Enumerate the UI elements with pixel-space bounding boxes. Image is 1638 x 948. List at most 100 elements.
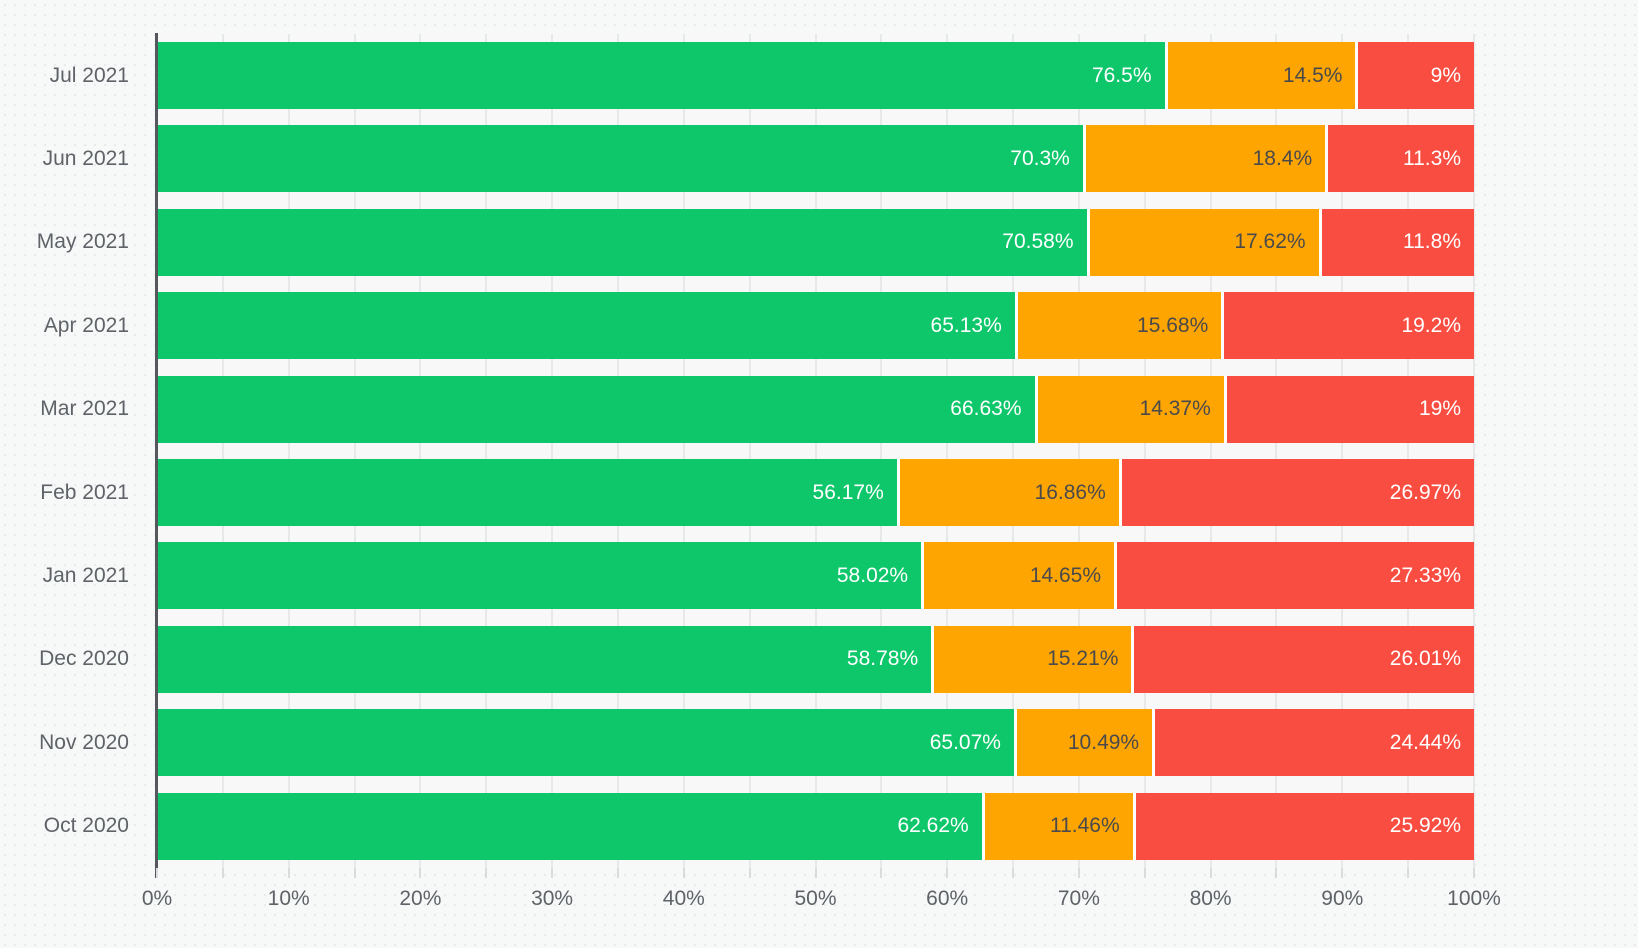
bar-segment-red[interactable]: 11.3%: [1325, 125, 1474, 193]
value-label: 17.62%: [1234, 230, 1306, 254]
x-axis-tick: [1275, 868, 1278, 878]
gridline: [1407, 34, 1410, 868]
gridline: [1209, 34, 1212, 868]
gridline: [287, 34, 290, 868]
value-label: 15.21%: [1047, 647, 1119, 671]
bar-segment-orange[interactable]: 16.86%: [896, 459, 1119, 526]
x-axis-tick-label: 50%: [794, 887, 837, 910]
y-axis-label: Jul 2021: [49, 63, 129, 87]
x-axis-tick: [1407, 868, 1410, 878]
bar-segment-red[interactable]: 19%: [1223, 375, 1474, 443]
bar-row: 62.62% 11.46% 25.92%: [157, 792, 1474, 860]
y-axis-label: Jun 2021: [42, 146, 129, 170]
value-label: 26.01%: [1389, 647, 1461, 671]
bar-segment-green[interactable]: 58.78%: [157, 625, 932, 693]
gridline: [353, 34, 356, 868]
x-axis-tick: [485, 868, 488, 878]
bar-segment-red[interactable]: 25.92%: [1132, 792, 1474, 860]
bar-segment-green[interactable]: 70.58%: [157, 208, 1087, 276]
gridline: [748, 34, 751, 868]
x-axis-tick: [814, 868, 817, 878]
x-axis-tick-label: 80%: [1189, 887, 1232, 910]
x-axis-tick: [682, 868, 685, 878]
x-axis-tick: [880, 868, 883, 878]
bar-row: 76.5% 14.5% 9%: [157, 42, 1474, 109]
bar-segment-red[interactable]: 26.01%: [1131, 625, 1474, 693]
bar-segment-red[interactable]: 27.33%: [1114, 542, 1474, 610]
gridline: [1012, 34, 1015, 868]
x-axis-tick: [1012, 868, 1015, 878]
y-axis-line: [155, 33, 158, 878]
bar-row: 70.58% 17.62% 11.8%: [157, 208, 1474, 276]
value-label: 56.17%: [812, 480, 884, 504]
value-label: 18.4%: [1252, 146, 1313, 170]
bar-segment-red[interactable]: 11.8%: [1318, 208, 1474, 276]
x-axis-tick: [616, 868, 619, 878]
bar-row: 58.02% 14.65% 27.33%: [157, 542, 1474, 610]
value-label: 58.02%: [836, 563, 909, 587]
y-axis-label: Feb 2021: [40, 480, 129, 504]
x-axis-tick-label: 40%: [662, 887, 705, 910]
bar-row: 65.13% 15.68% 19.2%: [157, 292, 1474, 360]
bar-segment-orange[interactable]: 15.21%: [931, 625, 1132, 693]
bar-segment-red[interactable]: 19.2%: [1221, 292, 1474, 360]
gridline: [616, 34, 619, 868]
bar-segment-green[interactable]: 76.5%: [157, 42, 1165, 109]
value-label: 24.44%: [1389, 730, 1461, 754]
x-axis-tick: [353, 868, 356, 878]
value-label: 19%: [1418, 397, 1461, 421]
y-axis-label: Mar 2021: [40, 397, 129, 421]
value-label: 65.13%: [930, 313, 1002, 337]
x-axis-tick: [156, 868, 158, 878]
gridline: [485, 34, 488, 868]
bar-segment-orange[interactable]: 14.5%: [1164, 42, 1356, 109]
value-label: 15.68%: [1137, 313, 1209, 337]
bar-segment-orange[interactable]: 14.37%: [1034, 375, 1224, 443]
gridline: [1473, 34, 1475, 868]
bar-segment-orange[interactable]: 17.62%: [1086, 208, 1319, 276]
bar-row: 58.78% 15.21% 26.01%: [157, 625, 1474, 693]
x-axis-tick-label: 100%: [1447, 887, 1501, 910]
bar-segment-orange[interactable]: 10.49%: [1013, 709, 1153, 777]
bar-segment-green[interactable]: 58.02%: [157, 542, 922, 610]
bar-segment-orange[interactable]: 11.46%: [981, 792, 1133, 860]
value-label: 16.86%: [1034, 480, 1106, 504]
x-axis-tick: [1143, 868, 1146, 878]
bar-segment-orange[interactable]: 18.4%: [1082, 125, 1326, 193]
gridline: [1077, 34, 1080, 868]
x-axis-tick: [551, 868, 554, 878]
value-label: 26.97%: [1389, 480, 1461, 504]
bar-segment-green[interactable]: 62.62%: [157, 792, 982, 860]
y-axis-label: Nov 2020: [39, 730, 129, 754]
bar-segment-orange[interactable]: 14.65%: [921, 542, 1115, 610]
gridline: [1143, 34, 1146, 868]
bar-segment-red[interactable]: 9%: [1355, 42, 1474, 109]
x-axis-tick: [1209, 868, 1212, 878]
value-label: 14.65%: [1029, 563, 1102, 587]
bar-segment-green[interactable]: 70.3%: [157, 125, 1083, 193]
value-label: 9%: [1430, 63, 1461, 87]
bar-segment-red[interactable]: 26.97%: [1118, 459, 1474, 526]
x-axis-tick: [748, 868, 751, 878]
bar-segment-orange[interactable]: 15.68%: [1014, 292, 1222, 360]
value-label: 27.33%: [1389, 563, 1461, 587]
gridline: [221, 34, 224, 868]
x-axis-tick-label: 70%: [1057, 887, 1100, 910]
bar-segment-green[interactable]: 56.17%: [157, 459, 897, 526]
value-label: 62.62%: [897, 814, 969, 838]
bar-segment-green[interactable]: 65.13%: [157, 292, 1015, 360]
bar-segment-green[interactable]: 66.63%: [157, 375, 1035, 443]
x-axis-tick: [946, 868, 949, 878]
bar-segment-red[interactable]: 24.44%: [1152, 709, 1474, 777]
x-axis-tick-label: 10%: [267, 887, 310, 910]
value-label: 11.3%: [1403, 146, 1461, 170]
bar-row: 65.07% 10.49% 24.44%: [157, 709, 1474, 777]
plot-area: 76.5% 14.5% 9% 70.3% 18.4% 11.3% 70.58% 17.62% 1…: [157, 34, 1475, 868]
value-label: 19.2%: [1401, 313, 1461, 337]
value-label: 11.8%: [1403, 230, 1461, 254]
x-axis-tick-label: 20%: [399, 887, 442, 910]
value-label: 25.92%: [1389, 814, 1461, 838]
bar-segment-green[interactable]: 65.07%: [157, 709, 1014, 777]
value-label: 58.78%: [846, 647, 919, 671]
